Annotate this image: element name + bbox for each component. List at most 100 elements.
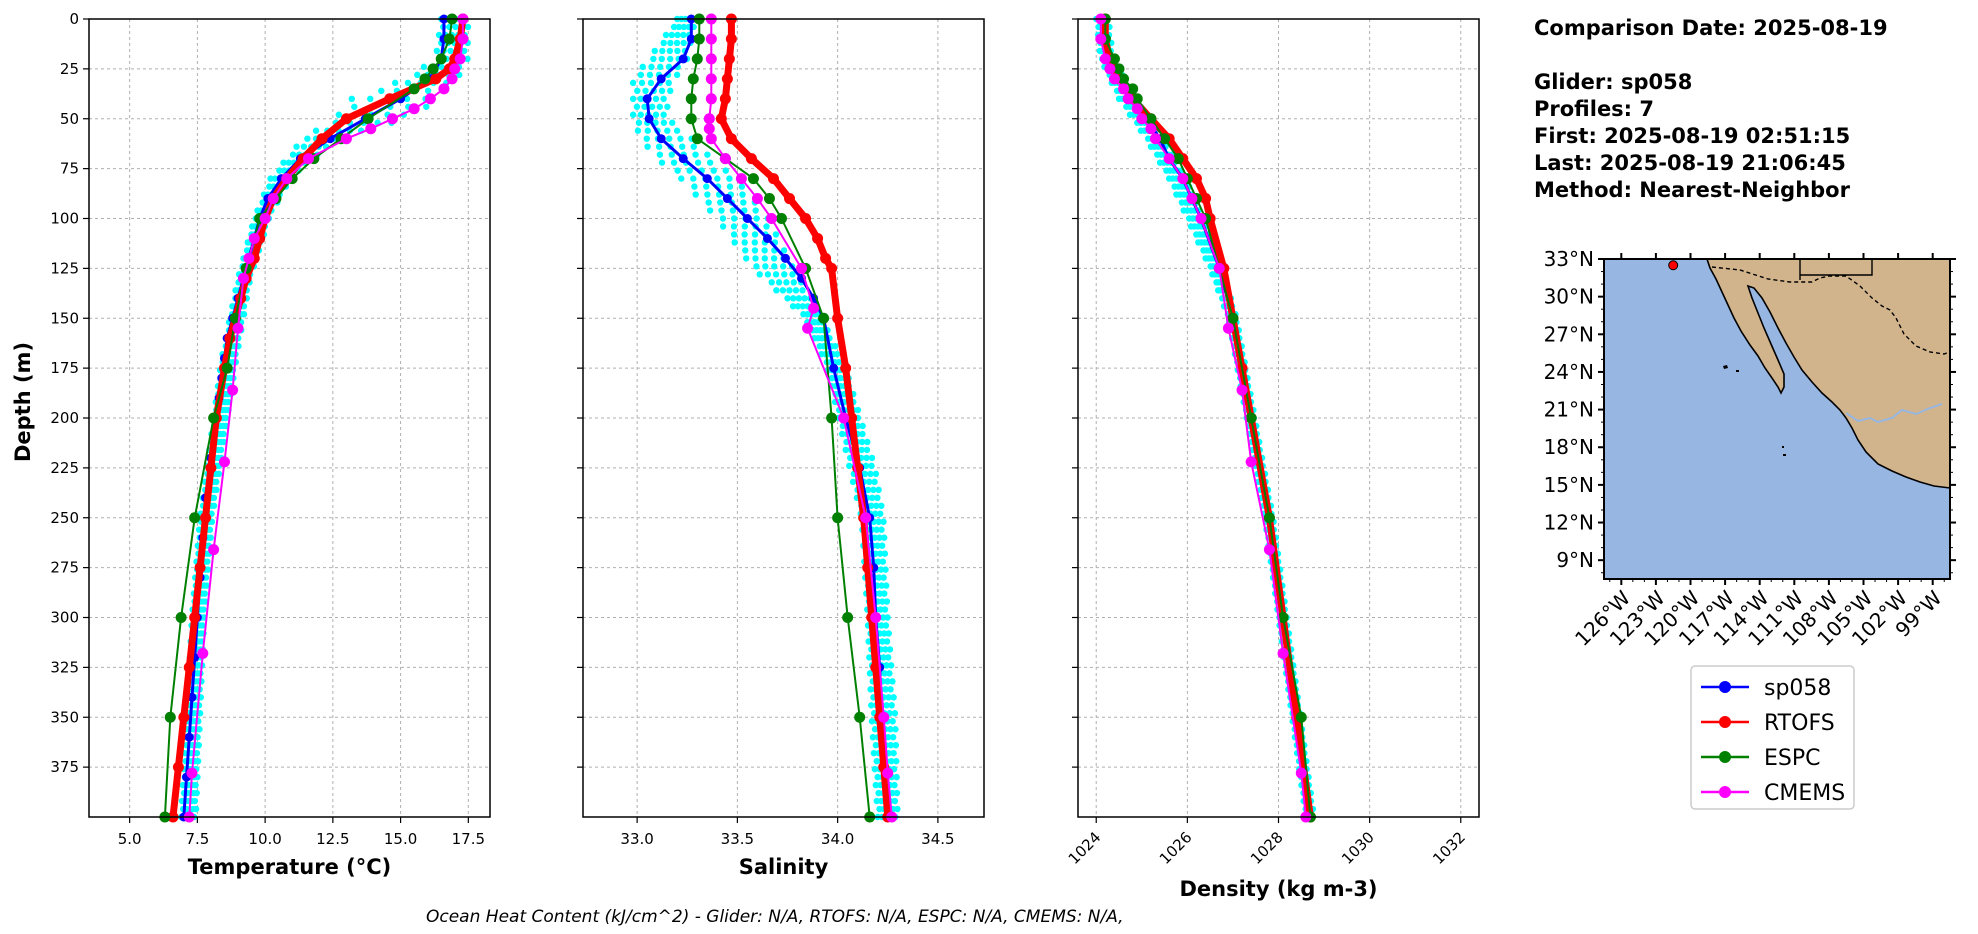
glider-profile-point — [889, 789, 896, 797]
glider-profile-point — [874, 773, 881, 781]
x-tick-label: 1030 — [1338, 828, 1378, 868]
series-point-cmems — [705, 133, 717, 145]
glider-profile-point — [859, 430, 866, 438]
glider-profile-point — [883, 662, 890, 669]
glider-profile-point — [863, 446, 871, 454]
glider-profile-point — [655, 143, 663, 150]
glider-profile-point — [871, 534, 878, 541]
glider-profile-point — [770, 255, 778, 262]
series-point-espc — [427, 63, 439, 75]
glider-profile-point — [717, 199, 724, 206]
glider-profile-point — [790, 295, 797, 302]
glider-profile-point — [665, 79, 672, 87]
glider-profile-point — [335, 111, 343, 118]
glider-profile-point — [879, 614, 887, 621]
y-tick-label: 100 — [50, 210, 79, 228]
glider-profile-point — [210, 502, 218, 509]
glider-profile-point — [634, 87, 641, 95]
glider-profile-point — [714, 175, 721, 182]
glider-profile-point — [889, 734, 897, 741]
glider-profile-point — [658, 159, 666, 166]
glider-profile-point — [875, 518, 882, 525]
map-lat-label: 27°N — [1544, 322, 1594, 346]
glider-profile-point — [893, 773, 900, 781]
glider-profile-point — [885, 630, 892, 637]
glider-profile-point — [849, 478, 857, 486]
glider-profile-point — [213, 478, 220, 486]
glider-profile-point — [726, 183, 734, 190]
glider-profile-point — [838, 430, 846, 438]
series-point-cmems — [281, 173, 293, 185]
series-point-espc — [1277, 612, 1289, 623]
temperature-panel: 0 25 50 75 100 125 150 175 200 225 250 275 300 325 350… — [50, 10, 491, 879]
x-tick-label: 15.0 — [384, 830, 417, 848]
glider-profile-point — [890, 749, 897, 757]
series-line-cmems — [1099, 19, 1307, 818]
glider-profile-point — [792, 287, 800, 294]
glider-profile-point — [201, 590, 208, 597]
glider-profile-point — [674, 31, 681, 39]
series-point-espc — [208, 412, 220, 424]
glider-profile-point — [879, 598, 886, 605]
glider-profile-point — [871, 478, 878, 486]
glider-profile-point — [669, 119, 676, 126]
series-point-cmems — [424, 93, 436, 105]
glider-profile-point — [883, 638, 891, 645]
glider-profile-point — [668, 151, 675, 158]
glider-profile-point — [666, 135, 673, 142]
series-point-cmems — [705, 93, 717, 105]
x-axis-title: Density (kg m-3) — [1179, 877, 1377, 901]
glider-profile-point — [864, 438, 871, 446]
series-point-cmems — [1195, 213, 1207, 224]
y-tick-label: 250 — [50, 509, 79, 527]
glider-profile-point — [637, 71, 645, 79]
glider-profile-point — [833, 350, 841, 358]
series-point-cmems — [365, 123, 377, 135]
glider-profile-point — [880, 654, 887, 661]
glider-profile-point — [666, 47, 674, 55]
glider-profile-point — [192, 781, 199, 789]
legend: sp058 RTOFS ESPC CMEMS — [1690, 665, 1855, 810]
glider-profile-point — [768, 279, 775, 286]
glider-profile-point — [741, 231, 748, 238]
glider-profile-point — [191, 797, 199, 805]
glider-profile-point — [887, 686, 894, 693]
series-line-sp058 — [1103, 19, 1312, 818]
glider-profile-point — [710, 167, 717, 174]
glider-profile-point — [751, 239, 759, 246]
glider-profile-point — [643, 135, 650, 142]
glider-profile-point — [740, 199, 747, 206]
glider-profile-point — [674, 47, 681, 55]
series-point-espc — [693, 33, 705, 45]
glider-profile-point — [871, 726, 879, 733]
glider-profile-point — [638, 79, 646, 87]
y-tick-label: 175 — [50, 359, 79, 377]
glider-profile-point — [885, 654, 892, 661]
series-point-espc — [1127, 83, 1139, 95]
series-point-cmems — [882, 767, 894, 779]
glider-profile-point — [667, 55, 674, 63]
glider-profile-point — [875, 486, 882, 494]
glider-profile-point — [656, 103, 663, 110]
series-point-rtofs — [715, 113, 727, 125]
info-block: Comparison Date: 2025-08-19 Glider: sp05… — [1534, 16, 1888, 202]
glider-profile-point — [677, 135, 684, 142]
glider-profile-point — [878, 582, 885, 589]
series-point-espc — [1263, 512, 1275, 524]
y-tick-label: 275 — [50, 559, 79, 577]
series-point-espc — [1172, 153, 1184, 165]
glider-profile-point — [658, 55, 665, 63]
series-point-cmems — [1295, 767, 1307, 779]
glider-profile-point — [280, 159, 287, 166]
map-rivers — [1845, 403, 1943, 424]
glider-profile-point — [658, 87, 666, 95]
legend-frame — [1690, 665, 1855, 810]
glider-profile-point — [742, 247, 749, 254]
series-point-cmems — [860, 512, 872, 524]
glider-profile-point — [878, 502, 885, 509]
glider-profile-point — [420, 63, 428, 71]
glider-profile-point — [668, 31, 675, 39]
glider-profile-point — [882, 622, 890, 629]
glider-profile-point — [887, 741, 895, 749]
y-tick-label: 200 — [50, 409, 79, 427]
